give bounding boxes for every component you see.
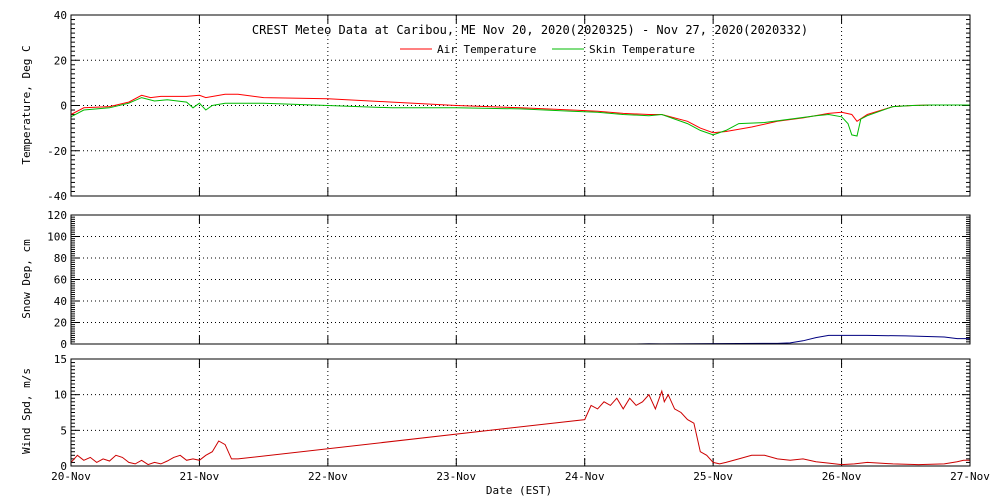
x-tick-label: 20-Nov — [51, 470, 91, 483]
snow-ytick-label: 120 — [47, 209, 67, 222]
series-snow-line — [71, 334, 970, 345]
series-air-temperature-line — [70, 93, 970, 134]
wind-ytick-label: 15 — [54, 353, 67, 366]
chart-title: CREST Meteo Data at Caribou, ME Nov 20, … — [252, 23, 808, 37]
series-wind-line — [70, 389, 970, 466]
temperature-panel-ylabel: Temperature, Deg C — [20, 45, 33, 164]
legend: Air Temperature Skin Temperature — [400, 43, 695, 56]
x-tick-label: 21-Nov — [180, 470, 220, 483]
snow-ytick-label: 40 — [54, 295, 67, 308]
legend-label-skin-temperature: Skin Temperature — [589, 43, 695, 56]
wind-ytick-label: 5 — [60, 424, 67, 437]
temperature-ytick-label: 0 — [60, 100, 67, 113]
snow-panel-frame — [70, 214, 971, 345]
temperature-ytick-label: -40 — [47, 190, 67, 203]
snow-ytick-label: 0 — [60, 338, 67, 351]
x-axis-label: Date (EST) — [486, 484, 552, 497]
temperature-panel-frame — [70, 14, 971, 197]
wind-ytick-label: 0 — [60, 460, 67, 473]
snow-panel-ylabel: Snow Dep, cm — [20, 239, 33, 319]
x-tick-label: 25-Nov — [693, 470, 733, 483]
x-tick-label: 23-Nov — [436, 470, 476, 483]
snow-ytick-label: 80 — [54, 252, 67, 265]
x-tick-label: 22-Nov — [308, 470, 348, 483]
x-tick-label: 27-Nov — [950, 470, 990, 483]
temperature-ytick-label: -20 — [47, 145, 67, 158]
wind-panel-frame — [70, 358, 971, 467]
x-tick-label: 26-Nov — [822, 470, 862, 483]
series-skin-temperature-line — [70, 97, 970, 137]
legend-label-air-temperature: Air Temperature — [437, 43, 536, 56]
snow-ytick-label: 60 — [54, 274, 67, 287]
wind-ytick-label: 10 — [54, 389, 67, 402]
snow-ytick-label: 100 — [47, 231, 67, 244]
wind-panel-ylabel: Wind Spd, m/s — [20, 368, 33, 454]
temperature-ytick-label: 40 — [54, 9, 67, 22]
snow-ytick-label: 20 — [54, 317, 67, 330]
temperature-ytick-label: 20 — [54, 54, 67, 67]
x-tick-label: 24-Nov — [565, 470, 605, 483]
